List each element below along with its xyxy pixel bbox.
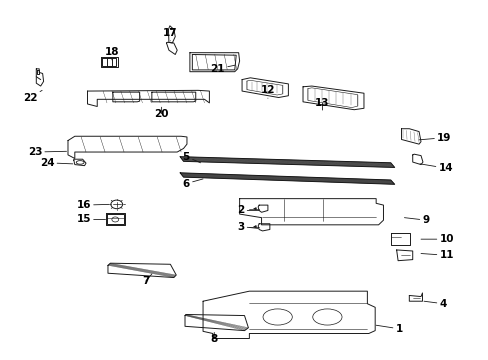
Text: 17: 17 [163,28,177,41]
Text: 8: 8 [210,332,218,343]
Text: 9: 9 [404,215,429,225]
Text: 10: 10 [420,234,453,244]
Text: 7: 7 [142,274,152,286]
Text: 12: 12 [260,85,275,98]
Text: 4: 4 [423,299,446,309]
Text: 3: 3 [237,222,258,231]
Text: 20: 20 [154,107,168,119]
Text: 23: 23 [28,147,66,157]
Text: 5: 5 [182,152,200,163]
Text: 14: 14 [419,163,452,173]
Text: 19: 19 [418,133,450,143]
Text: 21: 21 [210,64,234,74]
Text: 11: 11 [420,250,453,260]
Text: 15: 15 [76,215,105,224]
Text: 1: 1 [375,324,402,334]
Text: 6: 6 [182,179,203,189]
Text: 2: 2 [237,206,259,216]
Text: 13: 13 [315,98,329,110]
Text: 24: 24 [40,158,73,168]
Text: 16: 16 [76,200,109,210]
Text: 18: 18 [104,46,119,60]
Text: 22: 22 [23,90,42,103]
